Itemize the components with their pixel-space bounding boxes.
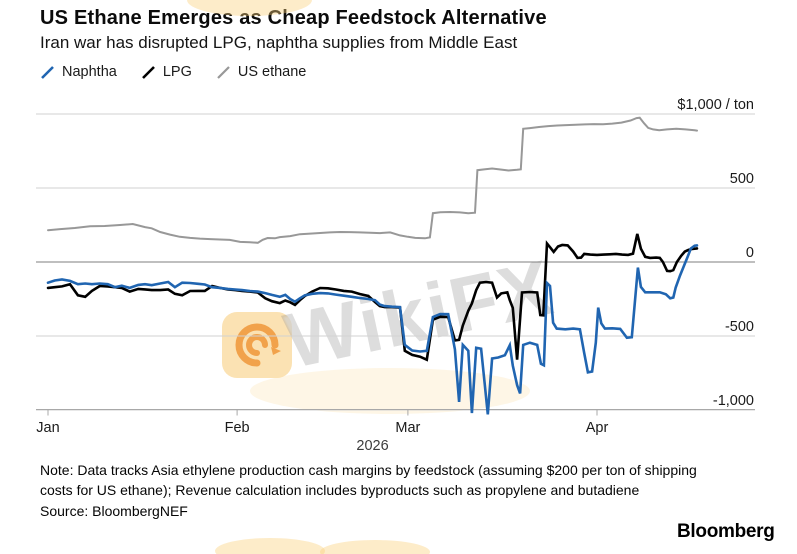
legend-item-naphtha: Naphtha <box>40 64 117 80</box>
note-line-2: costs for US ethane); Revenue calculatio… <box>40 482 640 498</box>
y-tick-label-0: 0 <box>746 245 754 261</box>
legend-item-us-ethane: US ethane <box>216 64 307 80</box>
legend-label-us-ethane: US ethane <box>237 64 307 80</box>
x-tick-label-Mar: Mar <box>395 420 420 436</box>
legend-label-lpg: LPG <box>162 64 192 80</box>
x-tick-label-Jan: Jan <box>36 420 59 436</box>
bloomberg-logo: Bloomberg <box>677 521 775 542</box>
y-tick-label-1000: $1,000 / ton <box>677 97 754 113</box>
chart-title: US Ethane Emerges as Cheap Feedstock Alt… <box>40 7 547 29</box>
us-ethane-line-swatch-icon <box>217 65 230 79</box>
naphtha-line-swatch-icon <box>41 65 54 79</box>
lpg-line-swatch-icon <box>141 65 155 79</box>
x-tick-label-Feb: Feb <box>225 420 250 436</box>
source-line: Source: BloombergNEF <box>40 503 188 519</box>
note-line-1: Note: Data tracks Asia ethylene producti… <box>40 462 697 478</box>
series-line-us-ethane <box>47 116 698 244</box>
chart-subtitle: Iran war has disrupted LPG, naphtha supp… <box>40 33 518 52</box>
y-tick-label-500: 500 <box>730 171 754 187</box>
y-tick-label--500: -500 <box>725 319 754 335</box>
x-axis-year-label: 2026 <box>356 438 388 454</box>
legend-item-lpg: LPG <box>141 64 192 80</box>
y-tick-label--1000: -1,000 <box>713 393 754 409</box>
series-line-naphtha <box>46 244 699 415</box>
series-line-lpg <box>46 233 699 362</box>
legend-label-naphtha: Naphtha <box>62 64 117 80</box>
legend: Naphtha LPG US ethane <box>40 64 306 80</box>
x-tick-label-Apr: Apr <box>586 420 609 436</box>
